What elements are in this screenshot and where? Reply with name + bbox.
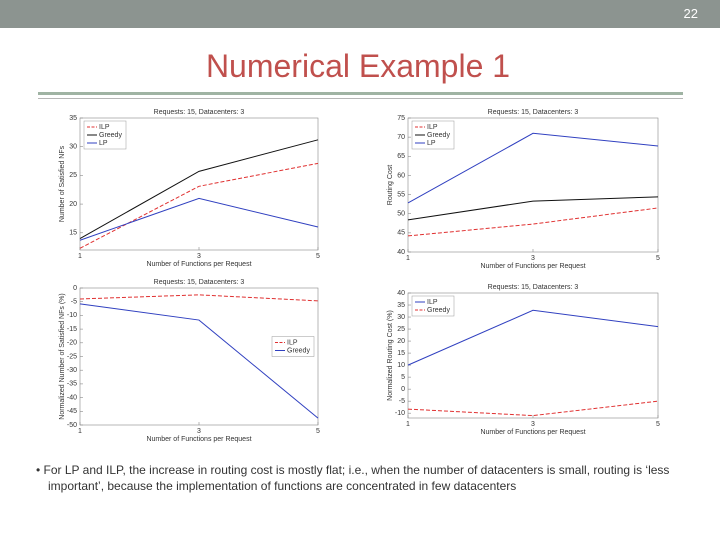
- header-bar: 22: [0, 0, 720, 28]
- legend-label: ILP: [99, 124, 110, 131]
- x-tick-label: 1: [406, 421, 410, 428]
- legend-label: LP: [99, 140, 108, 147]
- y-axis-label: Number of Satisfied NFs: [59, 145, 66, 222]
- series-line: [79, 303, 319, 419]
- x-tick-label: 5: [316, 253, 320, 260]
- y-tick-label: 15: [69, 230, 77, 237]
- x-tick-label: 1: [78, 253, 82, 260]
- x-axis-label: Number of Functions per Request: [480, 429, 585, 436]
- series-line: [79, 139, 319, 239]
- slide-title: Numerical Example 1: [205, 48, 511, 84]
- y-tick-label: -30: [67, 367, 77, 374]
- x-axis-label: Number of Functions per Request: [146, 436, 251, 443]
- y-tick-label: -15: [67, 326, 77, 333]
- legend-box: [271, 336, 315, 357]
- legend-box: [411, 295, 455, 317]
- y-tick-label: 10: [397, 362, 405, 369]
- y-tick-label: 20: [397, 338, 405, 345]
- x-axis-label: Number of Functions per Request: [480, 263, 585, 270]
- series-line: [79, 162, 319, 249]
- y-tick-label: 0: [73, 285, 77, 292]
- y-tick-label: 40: [397, 249, 405, 256]
- y-tick-label: 15: [397, 350, 405, 357]
- x-tick-label: 3: [531, 255, 535, 262]
- y-tick-label: 25: [69, 172, 77, 179]
- y-tick-label: -10: [395, 410, 405, 417]
- x-tick-label: 3: [531, 421, 535, 428]
- chart-title: Requests: 15, Datacenters: 3: [154, 279, 245, 286]
- page-number: 22: [683, 6, 698, 21]
- series-line: [407, 309, 659, 366]
- legend-label: Greedy: [99, 132, 122, 139]
- chart-title: Requests: 15, Datacenters: 3: [488, 284, 579, 291]
- legend-label: Greedy: [427, 307, 450, 314]
- legend-label: ILP: [427, 299, 438, 306]
- y-tick-label: -40: [67, 394, 77, 401]
- legend-label: LP: [427, 140, 436, 147]
- y-axis-label: Normalized Routing Cost (%): [387, 310, 394, 401]
- x-tick-label: 3: [197, 428, 201, 435]
- series-line: [79, 197, 319, 241]
- y-tick-label: -5: [71, 299, 77, 306]
- y-tick-label: -45: [67, 408, 77, 415]
- y-tick-label: 5: [401, 374, 405, 381]
- y-tick-label: 60: [397, 172, 405, 179]
- x-tick-label: 1: [406, 255, 410, 262]
- y-tick-label: 30: [69, 144, 77, 151]
- y-axis-label: Routing Cost: [387, 165, 394, 206]
- series-line: [407, 400, 659, 417]
- x-tick-label: 1: [78, 428, 82, 435]
- series-line: [407, 196, 659, 221]
- rule: [38, 98, 683, 99]
- x-tick-label: 3: [197, 253, 201, 260]
- y-tick-label: 75: [397, 115, 405, 122]
- x-tick-label: 5: [656, 255, 660, 262]
- legend-label: ILP: [287, 339, 298, 346]
- y-tick-label: -35: [67, 381, 77, 388]
- y-tick-label: -5: [399, 398, 405, 405]
- x-tick-label: 5: [316, 428, 320, 435]
- y-tick-label: 65: [397, 153, 405, 160]
- bullet-text: For LP and ILP, the increase in routing …: [43, 463, 670, 493]
- chart-title: Requests: 15, Datacenters: 3: [488, 109, 579, 116]
- y-tick-label: 55: [397, 191, 405, 198]
- y-axis-label: Normalized Number of Satisfied NFs (%): [59, 293, 66, 419]
- y-tick-label: 45: [397, 230, 405, 237]
- x-tick-label: 5: [656, 421, 660, 428]
- y-tick-label: 40: [397, 290, 405, 297]
- y-tick-label: 20: [69, 201, 77, 208]
- y-tick-label: 35: [69, 115, 77, 122]
- y-tick-label: -50: [67, 422, 77, 429]
- series-line: [407, 132, 659, 204]
- y-tick-label: -25: [67, 353, 77, 360]
- y-tick-label: -10: [67, 312, 77, 319]
- legend-label: Greedy: [427, 132, 450, 139]
- bullet: • For LP and ILP, the increase in routin…: [36, 463, 670, 493]
- y-tick-label: 35: [397, 302, 405, 309]
- chart-title: Requests: 15, Datacenters: 3: [154, 109, 245, 116]
- series-line: [79, 294, 319, 302]
- series-line: [407, 207, 659, 237]
- y-tick-label: -20: [67, 340, 77, 347]
- rule: [38, 92, 683, 95]
- y-tick-label: 25: [397, 326, 405, 333]
- legend-label: Greedy: [287, 347, 310, 354]
- y-tick-label: 50: [397, 211, 405, 218]
- y-tick-label: 30: [397, 314, 405, 321]
- y-tick-label: 0: [401, 386, 405, 393]
- legend-label: ILP: [427, 124, 438, 131]
- y-tick-label: 70: [397, 134, 405, 141]
- x-axis-label: Number of Functions per Request: [146, 261, 251, 268]
